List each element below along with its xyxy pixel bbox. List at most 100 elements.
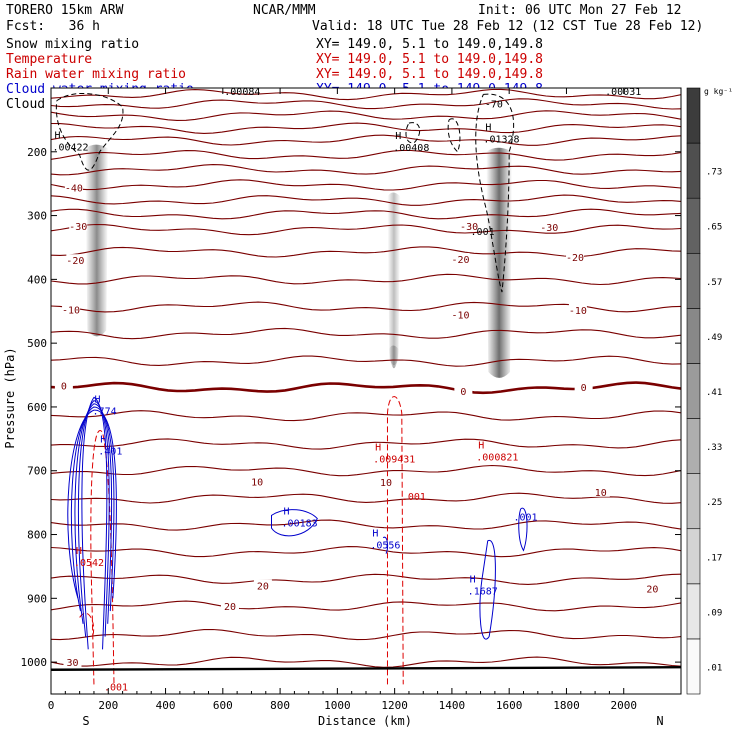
temperature-label: -10 <box>451 310 469 321</box>
extremum-label: .001 <box>514 512 538 523</box>
x-tick-label: 200 <box>98 699 118 712</box>
temperature-contour <box>51 273 681 286</box>
temperature-contour <box>51 110 681 121</box>
temperature-label: -30 <box>69 222 87 233</box>
colorbar-swatch <box>686 363 701 419</box>
extremum-h-marker: H <box>100 435 106 446</box>
header-valid: Valid: 18 UTC Tue 28 Feb 12 (12 CST Tue … <box>312 19 703 34</box>
temperature-label: 20 <box>257 582 269 593</box>
extremum-label: .1687 <box>468 586 498 597</box>
x-tick-label: 800 <box>270 699 290 712</box>
temperature-label-bg <box>540 221 559 233</box>
temperature-contour <box>51 208 681 220</box>
extremum-h-marker: H <box>76 546 82 557</box>
temperature-label-bg <box>643 582 662 594</box>
temperature-label: 0 <box>581 383 587 394</box>
plot-area: 30 20 20 20 10 10 10 0 0 0 -10 -10 -10 -20 -20 -20 -30 -3… <box>50 87 682 695</box>
temperature-label-bg <box>62 303 81 315</box>
extremum-label: -70 <box>485 100 503 111</box>
x-tick-label: 2000 <box>610 699 637 712</box>
temperature-contour <box>51 98 681 110</box>
snow-plume-north <box>486 147 513 378</box>
colorbar-swatch <box>686 528 701 585</box>
surface-line <box>51 666 681 671</box>
y-tick-label: 800 <box>27 529 47 542</box>
temperature-label: 0 <box>460 387 466 398</box>
colorbar-label: .57 <box>706 278 722 288</box>
cloud-water-contour <box>518 507 528 552</box>
temperature-label-bg <box>69 219 88 231</box>
colorbar-label: .41 <box>706 388 722 398</box>
x-tick-label: 1400 <box>439 699 466 712</box>
extremum-label: .00422 <box>52 142 88 153</box>
temperature-label-bg <box>460 219 479 231</box>
colorbar-swatch <box>686 473 701 530</box>
temperature-label: -40 <box>65 184 83 195</box>
plot-content: 30 20 20 20 10 10 10 0 0 0 -10 -10 -10 -20 -20 -20 -30 -3… <box>51 88 681 694</box>
temperature-label-bg <box>54 379 73 391</box>
temperature-label-bg <box>451 308 470 320</box>
temperature-label: 10 <box>251 478 263 489</box>
rain-contour <box>386 396 404 685</box>
y-tick-label: 1000 <box>21 656 48 669</box>
x-tick-label: 1600 <box>496 699 523 712</box>
y-tick-label: 500 <box>27 337 47 350</box>
temperature-contour <box>51 122 681 134</box>
x-tick-label: 1000 <box>324 699 351 712</box>
x-tick-label: 1200 <box>381 699 408 712</box>
temperature-label: 10 <box>380 478 392 489</box>
colorbar-swatch <box>686 87 701 144</box>
temperature-label-bg <box>253 579 272 591</box>
field-name: Rain water mixing ratio <box>6 67 186 82</box>
field-name: Temperature <box>6 52 92 67</box>
temperature-contour <box>51 464 681 477</box>
colorbar-swatch <box>686 308 701 364</box>
temperature-label-bg <box>66 254 85 266</box>
header-fcst: Fcst: 36 h <box>6 19 100 34</box>
extremum-label: .774 <box>93 406 117 417</box>
temperature-contour <box>51 519 681 531</box>
colorbar-label: .49 <box>706 333 722 343</box>
temperature-contour <box>51 573 681 585</box>
cloud-ice-contour <box>475 93 515 293</box>
temperature-label: 20 <box>646 585 658 596</box>
temperature-contour <box>51 628 681 641</box>
y-tick-label: 200 <box>27 146 47 159</box>
colorbar-label: .01 <box>706 663 722 673</box>
temperature-contour <box>51 179 681 191</box>
field-name: Snow mixing ratio <box>6 37 139 52</box>
field-xy: XY= 149.0, 5.1 to 149.0,149.8 <box>316 37 543 52</box>
cloud-water-contour <box>382 536 389 554</box>
cloud-water-contour <box>81 396 108 650</box>
header-init: Init: 06 UTC Mon 27 Feb 12 <box>478 3 682 18</box>
x-tick-label: 600 <box>213 699 233 712</box>
cloud-ice-contour <box>405 122 421 144</box>
x-axis-label: Distance (km) <box>318 714 412 728</box>
temperature-contour <box>51 164 681 176</box>
temperature-contour <box>51 88 681 101</box>
temperature-label: -20 <box>566 253 584 264</box>
extremum-h-marker: H <box>372 528 378 539</box>
extremum-label: .00408 <box>393 143 429 154</box>
snow-plume-mid-tail <box>388 345 399 369</box>
y-axis-label: Pressure (hPa) <box>3 347 17 448</box>
header-center: NCAR/MMM <box>253 3 316 18</box>
extremum-label: .0542 <box>74 558 104 569</box>
temperature-contour <box>51 327 681 340</box>
colorbar-label: .73 <box>706 168 722 178</box>
temperature-label-bg <box>454 385 473 396</box>
snow-plume-mid <box>387 192 401 366</box>
temperature-label: 30 <box>66 658 78 669</box>
temperature-label-bg <box>451 252 470 264</box>
extremum-label: .0556 <box>370 540 400 551</box>
extremum-label: .009431 <box>373 454 415 465</box>
snow-plume-south <box>85 144 109 337</box>
extremum-label: .01328 <box>483 135 519 146</box>
temperature-label-bg <box>220 599 239 611</box>
y-tick-label: 700 <box>27 465 47 478</box>
extremum-h-marker: H <box>54 130 60 141</box>
temperature-contour <box>51 149 681 161</box>
extremum-label: .000821 <box>476 452 518 463</box>
axes: 0 200 400 600 800 1000 1200 1400 1600 1800 2000200… <box>21 88 681 712</box>
